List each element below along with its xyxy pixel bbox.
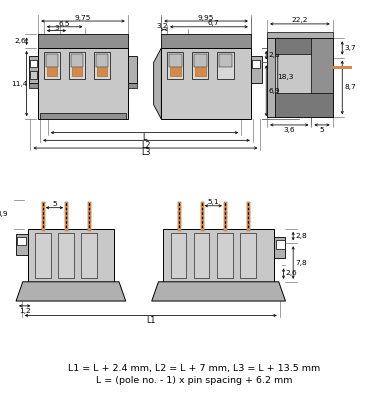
Bar [30,71,37,79]
Bar [217,233,233,278]
Bar [28,229,114,282]
Bar [170,67,181,76]
Bar [312,38,332,117]
Bar [16,234,28,255]
Text: 5,1: 5,1 [208,199,219,205]
Text: 2,8: 2,8 [268,52,280,58]
Text: 7,8: 7,8 [295,260,307,266]
Bar [17,236,26,245]
Bar [46,54,58,67]
Bar [171,233,186,278]
Text: 2,8: 2,8 [295,233,307,239]
Text: L: L [142,133,147,142]
Bar [217,52,233,79]
Bar [35,233,51,278]
Polygon shape [154,48,161,119]
Text: 2,6: 2,6 [285,270,297,276]
Bar [251,56,263,83]
Bar [71,54,83,67]
Bar [28,56,38,83]
Text: L3: L3 [141,148,150,157]
Bar [167,52,184,79]
Bar [275,93,332,117]
Text: 22,2: 22,2 [292,17,308,23]
Text: 8,7: 8,7 [344,84,356,90]
Bar [128,83,137,88]
Bar [96,54,108,67]
Bar [194,233,209,278]
Bar [47,67,58,76]
Text: 6,7: 6,7 [207,20,219,26]
Bar [240,233,256,278]
Bar [169,54,181,67]
Bar [195,67,206,76]
Bar [58,233,74,278]
Text: 6,5: 6,5 [59,21,70,27]
Bar [252,60,260,68]
Bar [128,56,137,83]
Bar [267,32,332,38]
Bar [219,54,232,67]
Text: 9,95: 9,95 [198,15,214,21]
Bar [82,233,97,278]
Bar [194,54,206,67]
Bar [30,60,37,67]
Text: 3,2: 3,2 [156,23,168,29]
Text: 11,4: 11,4 [11,80,27,86]
Text: 3: 3 [54,25,59,31]
Bar [192,52,208,79]
Bar [28,83,38,88]
Text: 18,3: 18,3 [277,74,294,80]
Text: 3,7: 3,7 [344,45,356,51]
Bar [161,34,251,48]
Bar [161,48,251,119]
Polygon shape [16,282,126,301]
Bar [38,48,128,119]
Bar [276,240,285,249]
Text: L1 = L + 2.4 mm, L2 = L + 7 mm, L3 = L + 13.5 mm: L1 = L + 2.4 mm, L2 = L + 7 mm, L3 = L +… [68,364,320,373]
Bar [38,34,128,48]
Text: L = (pole no. - 1) x pin spacing + 6.2 mm: L = (pole no. - 1) x pin spacing + 6.2 m… [96,376,292,386]
Bar [94,52,110,79]
Bar [274,236,285,258]
Bar [97,67,107,76]
Text: L2: L2 [142,141,151,150]
Bar [163,229,274,282]
Bar [267,38,332,117]
Text: 2,6: 2,6 [14,38,26,44]
Text: 5: 5 [320,127,324,133]
Text: 6,9: 6,9 [268,88,280,94]
Bar [40,113,126,119]
Bar [267,38,275,117]
Polygon shape [152,282,285,301]
Text: 5: 5 [52,201,57,207]
Text: 1,2: 1,2 [19,308,31,314]
Bar [69,52,85,79]
Text: 9,75: 9,75 [75,15,91,21]
Bar [275,38,332,54]
Bar [44,52,60,79]
Text: 3,6: 3,6 [283,127,295,133]
Text: 3,9: 3,9 [0,212,8,218]
Text: L1: L1 [146,316,156,325]
Bar [72,67,82,76]
